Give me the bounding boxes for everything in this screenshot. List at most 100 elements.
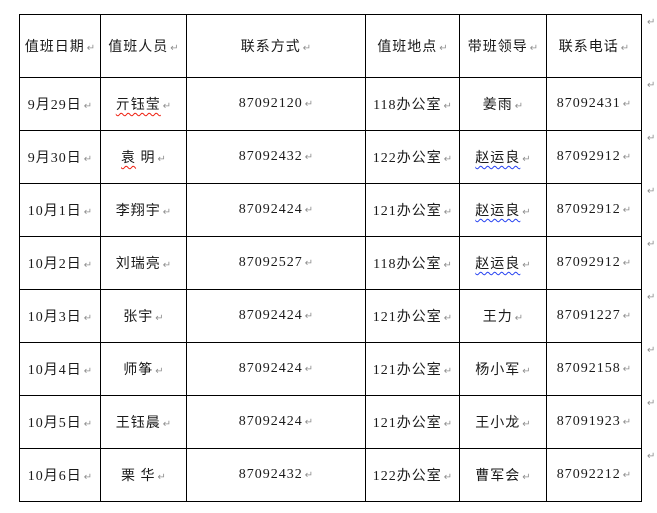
cell-phone[interactable]: 87092431 ↵ <box>546 77 642 131</box>
header-cell-date[interactable]: 值班日期 ↵ <box>19 14 101 78</box>
cell-text: 曹军会 <box>475 469 521 484</box>
cell-text: 张宇 <box>123 310 154 325</box>
cell-location[interactable]: 118办公室 ↵ <box>365 77 460 131</box>
cell-text: 87092527 <box>238 255 303 270</box>
cell-date[interactable]: 10月5日 ↵ <box>19 395 101 449</box>
table-row: 10月2日 ↵ 刘瑞亮 ↵ 87092527 ↵ 118办公室 ↵ 赵运良 ↵ 87092912 ↵ <box>19 236 642 290</box>
cell-leader[interactable]: 曹军会 ↵ <box>459 448 547 502</box>
cell-contact[interactable]: 87092527 ↵ <box>186 236 366 290</box>
paragraph-mark-icon: ↵ <box>522 207 531 218</box>
cell-person[interactable]: 王钰晨 ↵ <box>100 395 187 449</box>
cell-text: 121办公室 <box>372 310 442 325</box>
cell-person[interactable]: 张宇 ↵ <box>100 289 187 343</box>
cell-leader[interactable]: 王力 ↵ <box>459 289 547 343</box>
cell-phone[interactable]: 87092912 ↵ <box>546 130 642 184</box>
paragraph-mark-icon: ↵ <box>304 470 314 481</box>
paragraph-mark-icon: ↵ <box>83 366 93 377</box>
header-cell-contact[interactable]: 联系方式 ↵ <box>186 14 366 78</box>
cell-contact[interactable]: 87092432 ↵ <box>186 130 366 184</box>
cell-leader[interactable]: 赵运良 ↵ <box>459 236 547 290</box>
paragraph-mark-icon: ↵ <box>443 260 452 271</box>
paragraph-mark-icon: ↵ <box>443 101 452 112</box>
cell-contact[interactable]: 87092424 ↵ <box>186 289 366 343</box>
cell-text: 王力 <box>482 310 513 325</box>
cell-contact[interactable]: 87092424 ↵ <box>186 183 366 237</box>
header-cell-location[interactable]: 值班地点 ↵ <box>365 14 460 78</box>
cell-contact[interactable]: 87092120 ↵ <box>186 77 366 131</box>
cell-text: 87092424 <box>238 414 303 429</box>
cell-text: 李翔宇 <box>115 204 161 219</box>
header-cell-person[interactable]: 值班人员 ↵ <box>100 14 187 78</box>
cell-text: 87092431 <box>556 96 621 111</box>
cell-date[interactable]: 10月3日 ↵ <box>19 289 101 343</box>
cell-phone[interactable]: 87091923 ↵ <box>546 395 642 449</box>
cell-location[interactable]: 122办公室 ↵ <box>365 448 460 502</box>
cell-date[interactable]: 10月4日 ↵ <box>19 342 101 396</box>
cell-phone[interactable]: 87092158 ↵ <box>546 342 642 396</box>
cell-date[interactable]: 9月30日 ↵ <box>19 130 101 184</box>
cell-leader[interactable]: 姜雨 ↵ <box>459 77 547 131</box>
cell-leader[interactable]: 赵运良 ↵ <box>459 183 547 237</box>
cell-location[interactable]: 122办公室 ↵ <box>365 130 460 184</box>
cell-date[interactable]: 10月6日 ↵ <box>19 448 101 502</box>
paragraph-mark-icon: ↵ <box>83 101 93 112</box>
cell-text: 87092212 <box>556 467 621 482</box>
cell-location[interactable]: 121办公室 ↵ <box>365 342 460 396</box>
header-cell-leader[interactable]: 带班领导 ↵ <box>459 14 547 78</box>
cell-leader[interactable]: 杨小军 ↵ <box>459 342 547 396</box>
table-header-row: 值班日期 ↵ 值班人员 ↵ 联系方式 ↵ 值班地点 ↵ 带班领导 ↵ 联系电话 ↵ <box>19 14 642 78</box>
cell-contact[interactable]: 87092432 ↵ <box>186 448 366 502</box>
cell-contact[interactable]: 87092424 ↵ <box>186 395 366 449</box>
cell-date[interactable]: 10月2日 ↵ <box>19 236 101 290</box>
paragraph-mark-icon: ↵ <box>443 472 453 483</box>
cell-text: 刘瑞亮 <box>115 257 161 272</box>
cell-person[interactable]: 李翔宇 ↵ <box>100 183 187 237</box>
cell-person[interactable]: 袁 明 ↵ <box>100 130 187 184</box>
header-cell-phone[interactable]: 联系电话 ↵ <box>546 14 642 78</box>
end-of-row-mark-icon: ↵ <box>647 292 656 303</box>
cell-date[interactable]: 10月1日 ↵ <box>19 183 101 237</box>
paragraph-mark-icon: ↵ <box>304 364 314 375</box>
table-row: 10月5日 ↵ 王钰晨 ↵ 87092424 ↵ 121办公室 ↵ 王小龙 ↵ 87091923 ↵ <box>19 395 642 449</box>
cell-date[interactable]: 9月29日 ↵ <box>19 77 101 131</box>
cell-location[interactable]: 121办公室 ↵ <box>365 289 460 343</box>
paragraph-mark-icon: ↵ <box>514 101 524 112</box>
paragraph-mark-icon: ↵ <box>162 260 172 271</box>
table-row: 10月1日 ↵ 李翔宇 ↵ 87092424 ↵ 121办公室 ↵ 赵运良 ↵ 87092912 ↵ <box>19 183 642 237</box>
paragraph-mark-icon: ↵ <box>83 313 93 324</box>
cell-phone[interactable]: 87092912 ↵ <box>546 183 642 237</box>
paragraph-mark-icon: ↵ <box>304 99 314 110</box>
cell-person[interactable]: 亓钰莹 ↵ <box>100 77 187 131</box>
cell-phone[interactable]: 87092912 ↵ <box>546 236 642 290</box>
paragraph-mark-icon: ↵ <box>83 419 93 430</box>
cell-contact[interactable]: 87092424 ↵ <box>186 342 366 396</box>
header-label: 值班日期 <box>24 40 85 55</box>
paragraph-mark-icon: ↵ <box>439 43 448 54</box>
cell-person[interactable]: 栗 华 ↵ <box>100 448 187 502</box>
cell-person[interactable]: 师筝 ↵ <box>100 342 187 396</box>
cell-phone[interactable]: 87092212 ↵ <box>546 448 642 502</box>
cell-location[interactable]: 118办公室 ↵ <box>365 236 460 290</box>
cell-text: 87092424 <box>238 308 303 323</box>
cell-leader[interactable]: 王小龙 ↵ <box>459 395 547 449</box>
cell-leader[interactable]: 赵运良 ↵ <box>459 130 547 184</box>
paragraph-mark-icon: ↵ <box>83 154 93 165</box>
cell-text: 118办公室 <box>373 98 442 113</box>
cell-text: 10月2日 <box>27 257 82 272</box>
cell-text: 87092424 <box>238 202 303 217</box>
cell-text: 87092432 <box>238 149 303 164</box>
header-label: 值班地点 <box>377 40 438 55</box>
paragraph-mark-icon: ↵ <box>514 313 524 324</box>
cell-person[interactable]: 刘瑞亮 ↵ <box>100 236 187 290</box>
cell-phone[interactable]: 87091227 ↵ <box>546 289 642 343</box>
paragraph-mark-icon: ↵ <box>522 260 531 271</box>
cell-text: 87092432 <box>238 467 303 482</box>
paragraph-mark-icon: ↵ <box>157 472 166 483</box>
paragraph-mark-icon: ↵ <box>304 417 314 428</box>
cell-location[interactable]: 121办公室 ↵ <box>365 395 460 449</box>
cell-text: 赵运良 <box>475 257 521 272</box>
cell-location[interactable]: 121办公室 ↵ <box>365 183 460 237</box>
cell-text: 王小龙 <box>475 416 521 431</box>
paragraph-mark-icon: ↵ <box>443 154 453 165</box>
paragraph-mark-icon: ↵ <box>157 154 166 165</box>
